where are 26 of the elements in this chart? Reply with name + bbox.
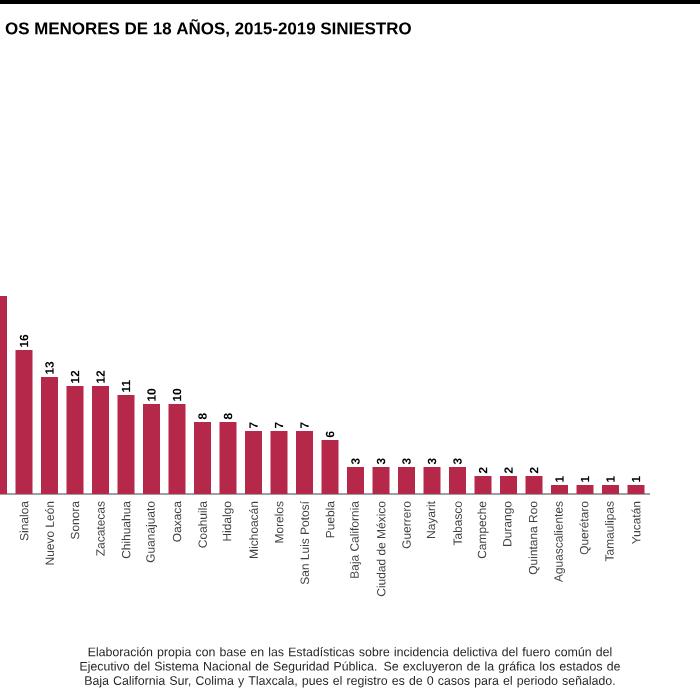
bar [168,404,186,494]
bar [245,431,263,494]
chart-title: OS MENORES DE 18 AÑOS, 2015-2019 SINIESTRO [5,19,411,37]
bar [143,404,160,494]
bar [576,485,594,494]
bar [219,422,237,494]
bar [602,485,620,494]
bar [117,395,135,494]
bar [398,467,416,494]
bar [92,386,109,494]
bar [347,467,365,494]
bar [423,467,441,494]
bar [474,476,492,494]
bar [41,377,58,494]
bar [66,386,84,494]
bar [270,431,288,494]
bar [500,476,518,494]
bar [525,476,543,494]
bar [296,431,314,494]
bar [627,485,645,494]
bar [15,350,33,494]
bar [449,467,467,494]
bar [321,440,339,494]
bar [194,422,211,494]
bar [551,485,569,494]
bar [372,467,390,494]
